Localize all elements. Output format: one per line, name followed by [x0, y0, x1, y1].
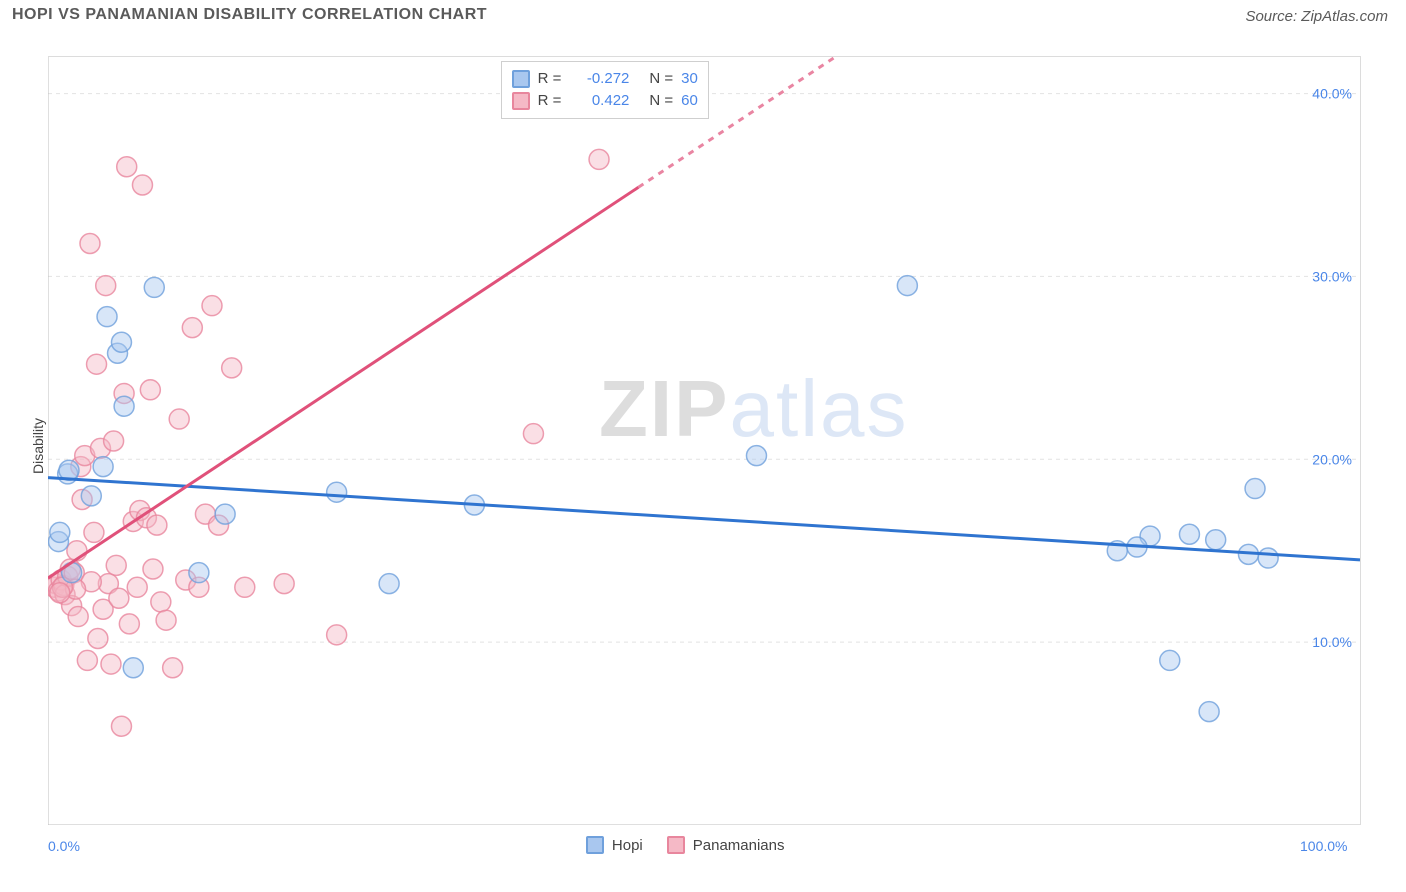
- legend-r-value: -0.272: [569, 68, 629, 90]
- legend-n-value: 30: [681, 68, 698, 90]
- series-legend-item: Hopi: [586, 836, 643, 854]
- source-attribution: Source: ZipAtlas.com: [1245, 8, 1388, 25]
- svg-text:20.0%: 20.0%: [1312, 451, 1352, 467]
- correlation-legend: R = -0.272 N = 30 R = 0.422 N = 60: [501, 61, 709, 119]
- chart-title: HOPI VS PANAMANIAN DISABILITY CORRELATIO…: [12, 6, 487, 23]
- scatter-plot-svg: 10.0% 20.0% 30.0% 40.0%: [48, 57, 1360, 825]
- series-swatch: [667, 836, 685, 854]
- legend-row: R = -0.272 N = 30: [512, 68, 698, 90]
- x-tick-label: 100.0%: [1300, 838, 1347, 854]
- legend-r-value: 0.422: [569, 90, 629, 112]
- legend-n-label: N =: [649, 68, 673, 90]
- svg-text:30.0%: 30.0%: [1312, 268, 1352, 284]
- legend-n-value: 60: [681, 90, 698, 112]
- legend-r-label: R =: [538, 68, 562, 90]
- series-legend: Hopi Panamanians: [586, 836, 785, 854]
- legend-n-label: N =: [649, 90, 673, 112]
- plot-area: 10.0%20.0%30.0%40.0% ZIPatlas R =-0.272N…: [48, 56, 1361, 825]
- legend-row: R = 0.422 N = 60: [512, 90, 698, 112]
- series-name: Panamanians: [693, 837, 785, 854]
- svg-text:10.0%: 10.0%: [1312, 634, 1352, 650]
- series-swatch: [586, 836, 604, 854]
- legend-r-label: R =: [538, 90, 562, 112]
- legend-swatch: [512, 70, 530, 88]
- series-legend-item: Panamanians: [667, 836, 785, 854]
- svg-text:40.0%: 40.0%: [1312, 86, 1352, 102]
- y-axis-label: Disability: [30, 418, 46, 474]
- legend-swatch: [512, 92, 530, 110]
- series-name: Hopi: [612, 837, 643, 854]
- chart-header: HOPI VS PANAMANIAN DISABILITY CORRELATIO…: [0, 0, 1406, 40]
- x-tick-label: 0.0%: [48, 838, 80, 854]
